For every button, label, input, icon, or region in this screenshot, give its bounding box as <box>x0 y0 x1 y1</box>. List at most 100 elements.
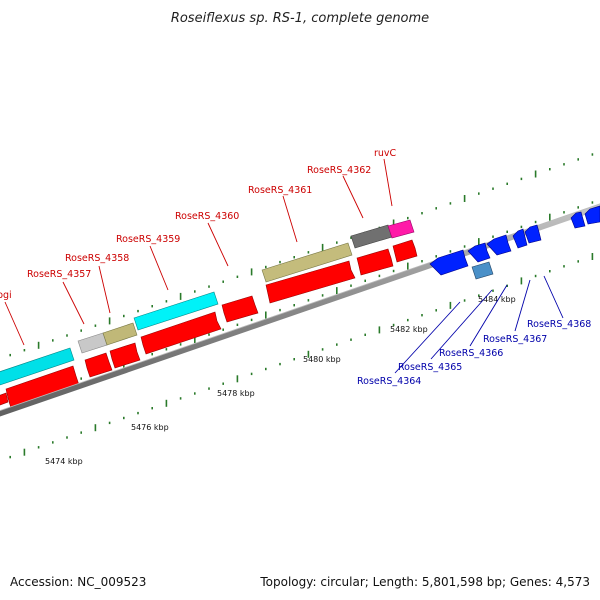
cds-arrow[interactable] <box>356 248 394 276</box>
track-tick-upper <box>449 202 452 205</box>
gene-label-pgi[interactable]: pgi <box>0 290 12 301</box>
track-tick-upper <box>9 353 11 357</box>
forward-gene-labels: pgi RoseRS_4357 RoseRS_4358 RoseRS_4359 … <box>0 148 397 301</box>
track-tick-middle <box>208 333 210 336</box>
track-tick-upper <box>37 341 40 349</box>
cds-arrow[interactable] <box>84 352 113 378</box>
gene-label-roseRS-4362[interactable]: RoseRS_4362 <box>307 165 371 176</box>
track-tick-upper <box>435 207 437 210</box>
track-tick-middle <box>236 323 239 326</box>
gene-block-cyan[interactable] <box>0 347 75 387</box>
cds-arrow[interactable] <box>265 260 356 304</box>
cds-arrow[interactable] <box>429 249 469 276</box>
map-title: Roseiflexus sp. RS-1, complete genome <box>171 11 429 26</box>
gene-label-ruvC[interactable]: ruvC <box>374 148 397 159</box>
track-tick-upper <box>222 280 224 283</box>
gene-block-cyan[interactable] <box>133 291 219 331</box>
track-tick-middle <box>336 287 338 295</box>
gene-label-roseRS-4364[interactable]: RoseRS_4364 <box>357 376 421 387</box>
track-tick-upper <box>392 219 395 227</box>
genome-summary-label: Topology: circular; Length: 5,801,598 bp… <box>259 575 590 589</box>
gene-label-roseRS-4358[interactable]: RoseRS_4358 <box>65 253 129 264</box>
track-tick-lower <box>336 343 338 346</box>
track-tick-lower <box>435 309 437 312</box>
track-tick-lower <box>108 421 111 425</box>
track-tick-upper <box>350 236 352 239</box>
gene-block-magenta[interactable] <box>387 219 415 239</box>
track-tick-middle <box>151 353 153 356</box>
cds-arrow[interactable] <box>392 239 418 263</box>
track-tick-upper <box>265 265 267 269</box>
track-tick-upper <box>407 216 409 220</box>
track-tick-upper <box>151 305 153 308</box>
scale-label: 5480 kbp <box>303 355 341 364</box>
reverse-gene-labels: RoseRS_4364 RoseRS_4365 RoseRS_4366 Rose… <box>357 319 591 387</box>
track-tick-lower <box>392 323 395 327</box>
cds-arrow[interactable] <box>140 311 222 355</box>
track-tick-upper <box>94 324 97 327</box>
scale-label: 5482 kbp <box>390 325 428 334</box>
track-tick-middle <box>279 308 281 312</box>
track-tick-upper <box>279 260 281 264</box>
track-tick-lower <box>208 387 210 390</box>
gene-label-roseRS-4361[interactable]: RoseRS_4361 <box>248 185 312 196</box>
track-tick-lower <box>165 399 168 407</box>
gene-block-olive[interactable] <box>102 322 138 346</box>
cds-arrow[interactable] <box>221 295 259 323</box>
track-tick-middle <box>293 304 295 307</box>
track-tick-lower <box>407 318 409 322</box>
track-tick-lower <box>23 448 26 456</box>
track-tick-lower <box>194 392 196 395</box>
gene-label-roseRS-4367[interactable]: RoseRS_4367 <box>483 334 547 345</box>
track-tick-upper <box>250 268 253 276</box>
gene-label-roseRS-4368[interactable]: RoseRS_4368 <box>527 319 591 330</box>
track-tick-upper <box>307 251 310 254</box>
gene-block-gray[interactable] <box>77 332 108 354</box>
cds-arrow[interactable] <box>512 228 528 249</box>
track-tick-middle <box>407 262 409 270</box>
track-tick-middle <box>492 235 494 238</box>
cds-arrow[interactable] <box>467 242 491 263</box>
track-tick-middle <box>478 238 480 246</box>
scale-label: 5484 kbp <box>478 295 516 304</box>
cds-arrow[interactable] <box>486 234 512 256</box>
track-tick-middle <box>435 255 437 258</box>
gene-block-olive[interactable] <box>261 242 353 283</box>
gene-label-roseRS-4360[interactable]: RoseRS_4360 <box>175 211 239 222</box>
gene-block-darkgray[interactable] <box>350 224 393 249</box>
track-tick-upper <box>194 290 196 293</box>
cds-arrow[interactable] <box>524 224 542 244</box>
track-tick-lower <box>350 338 352 341</box>
track-tick-middle <box>506 230 508 233</box>
gene-block-steelblue[interactable] <box>471 261 494 280</box>
track-tick-lower <box>265 367 267 371</box>
track-tick-lower <box>463 299 466 302</box>
track-tick-upper <box>23 349 26 352</box>
cds-arrow[interactable] <box>109 342 141 369</box>
track-tick-lower <box>293 358 295 361</box>
gene-label-roseRS-4357[interactable]: RoseRS_4357 <box>27 269 91 280</box>
track-tick-upper <box>123 314 125 318</box>
track-tick-middle <box>577 206 579 209</box>
track-tick-upper <box>80 329 82 332</box>
track-tick-lower <box>492 289 494 292</box>
track-tick-middle <box>179 343 182 346</box>
track-tick-upper <box>66 334 68 337</box>
gene-label-roseRS-4366[interactable]: RoseRS_4366 <box>439 348 503 359</box>
track-tick-upper <box>336 241 338 244</box>
cds-arrow[interactable] <box>584 205 600 225</box>
cds-arrow[interactable] <box>0 392 9 408</box>
track-tick-middle <box>591 201 594 204</box>
scale-label: 5478 kbp <box>217 389 255 398</box>
track-tick-upper <box>208 285 210 288</box>
track-tick-middle <box>549 213 551 221</box>
scale-label: 5476 kbp <box>131 423 169 432</box>
cds-arrow[interactable] <box>570 211 586 229</box>
gene-label-roseRS-4359[interactable]: RoseRS_4359 <box>116 234 180 245</box>
scale-labels: 5474 kbp 5476 kbp 5478 kbp 5480 kbp 5482… <box>45 295 516 466</box>
track-tick-lower <box>9 455 11 459</box>
track-tick-upper <box>478 192 480 195</box>
track-tick-upper <box>137 309 139 313</box>
gene-label-roseRS-4365[interactable]: RoseRS_4365 <box>398 362 462 373</box>
track-tick-lower <box>137 411 139 415</box>
